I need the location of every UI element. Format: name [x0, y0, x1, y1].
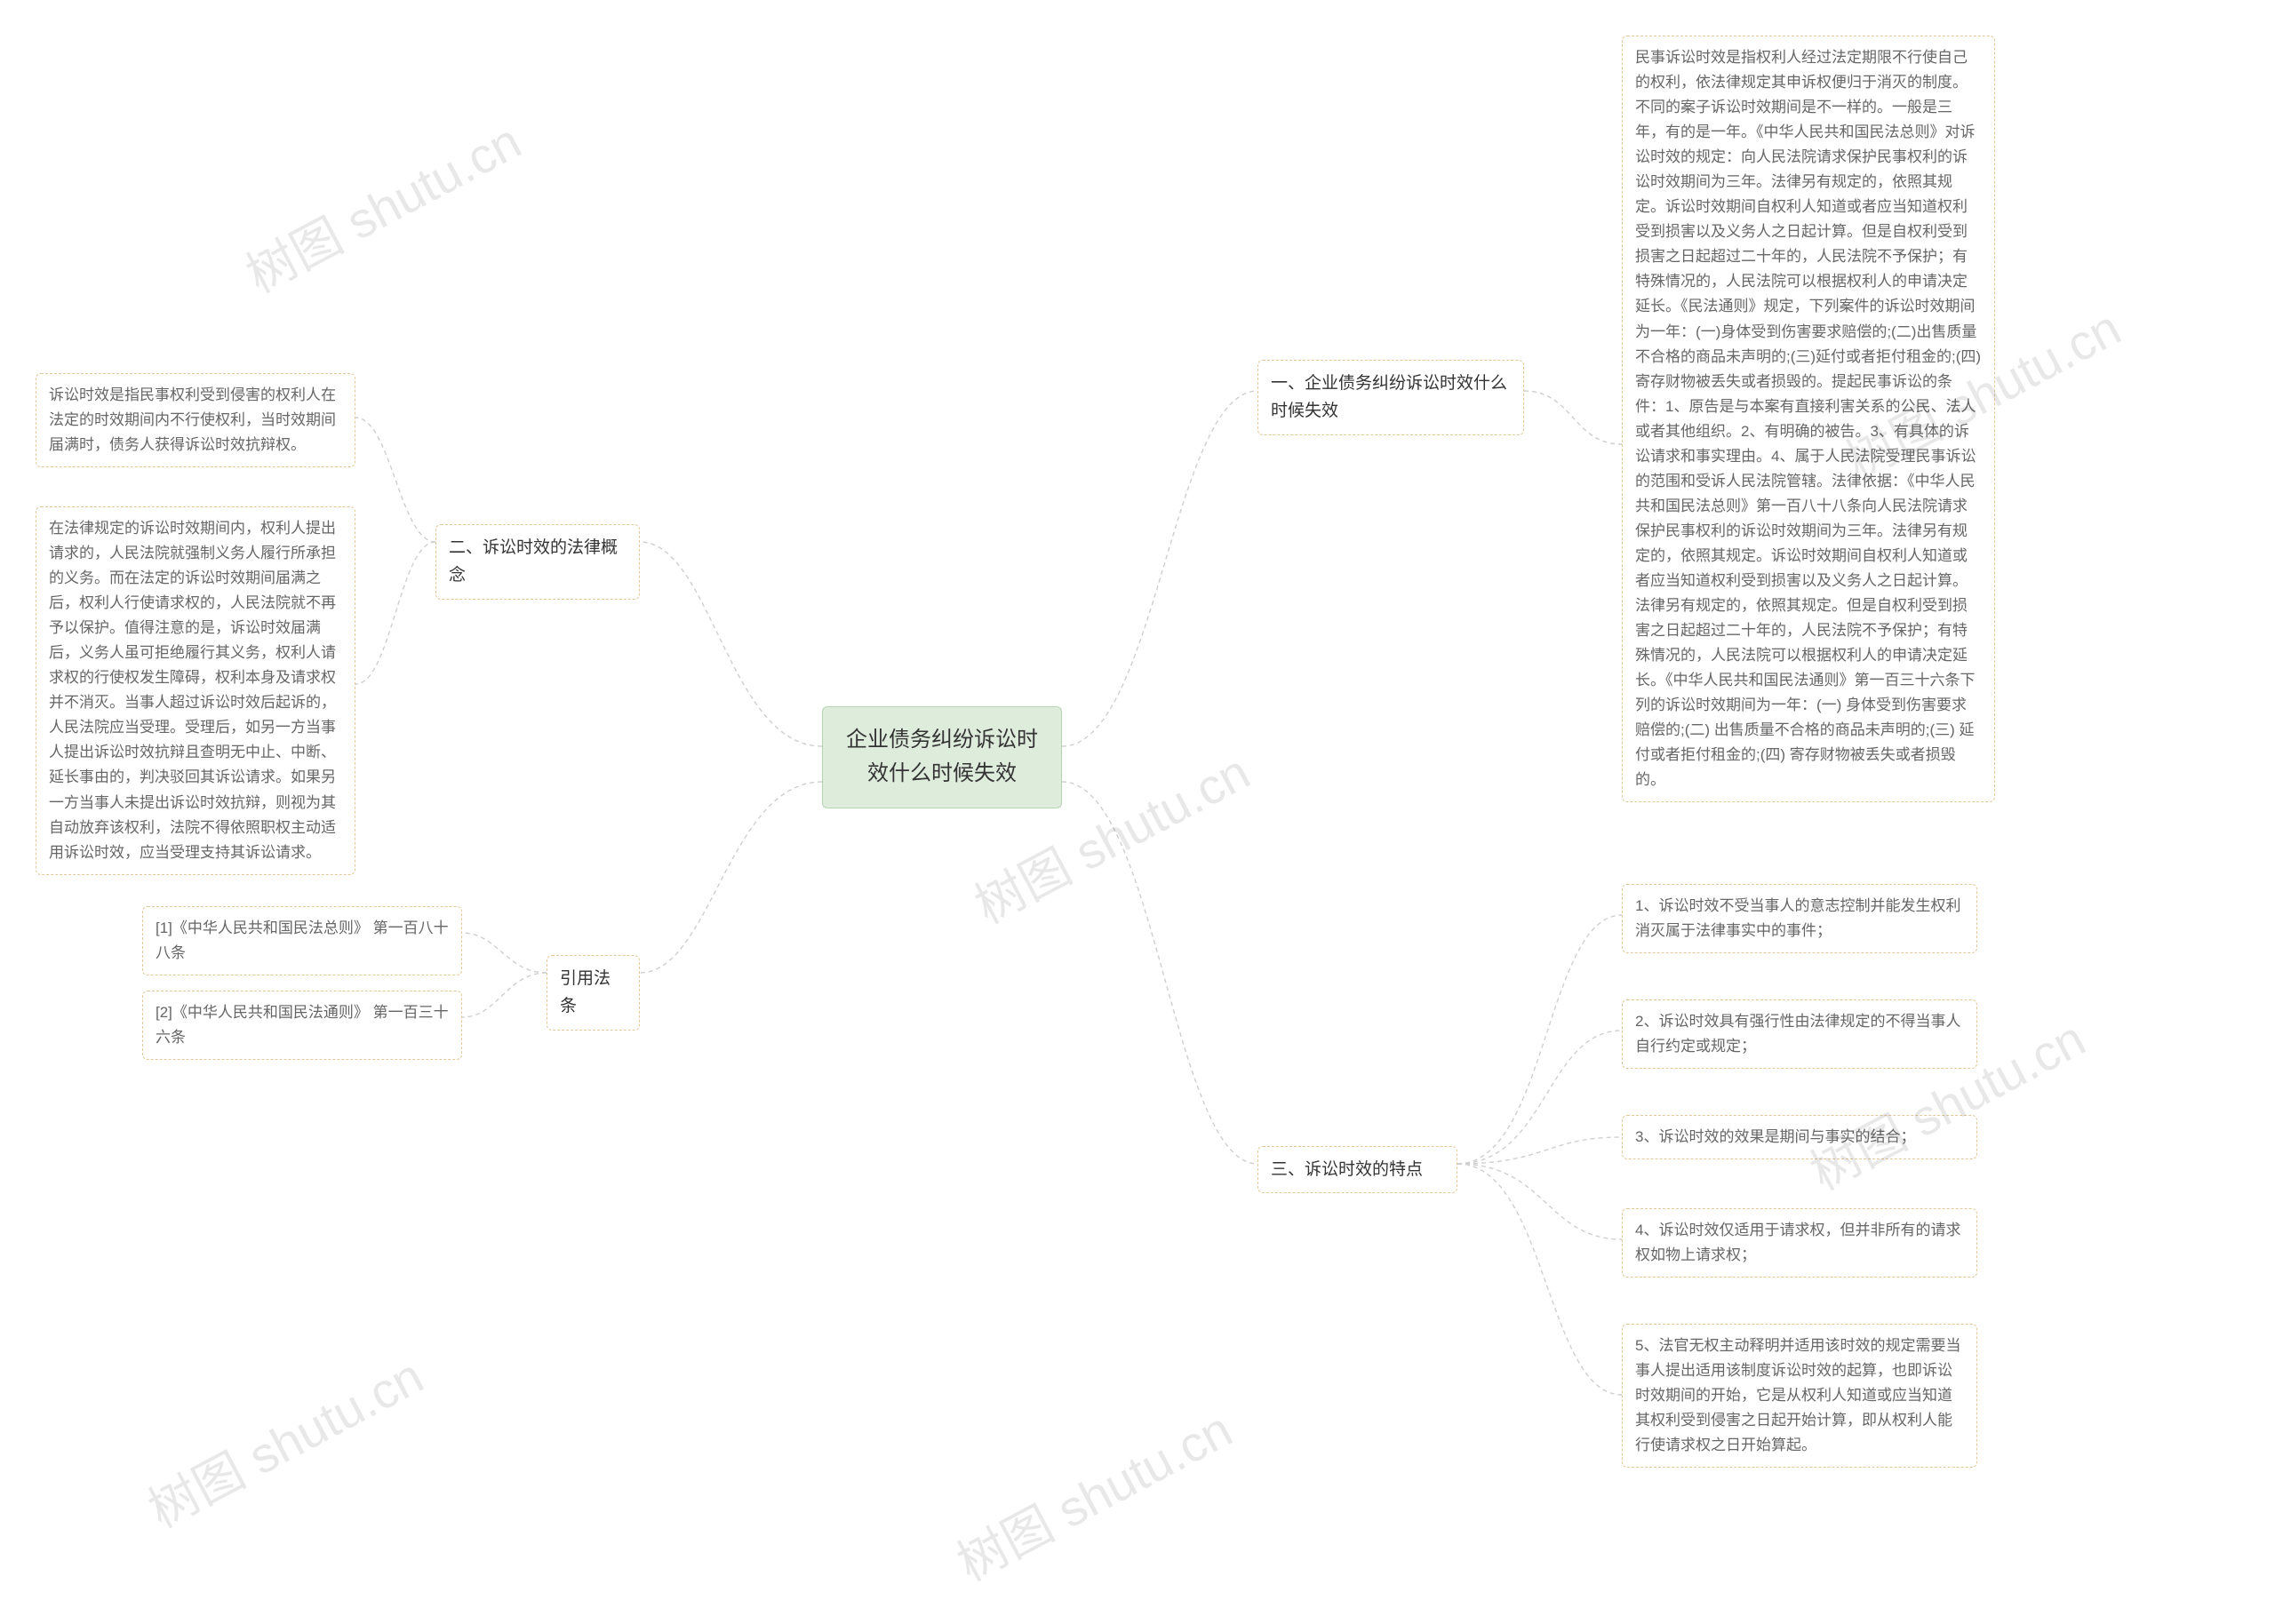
watermark: 树图 shutu.cn [232, 102, 532, 307]
branch-3-label: 三、诉讼时效的特点 [1271, 1160, 1423, 1179]
leaf-2b[interactable]: 在法律规定的诉讼时效期间内，权利人提出请求的，人民法院就强制义务人履行所承担的义… [36, 506, 355, 875]
leaf-4a[interactable]: [1]《中华人民共和国民法总则》 第一百八十八条 [142, 906, 462, 975]
branch-4[interactable]: 引用法条 [547, 955, 640, 1031]
leaf-3c[interactable]: 3、诉讼时效的效果是期间与事实的结合； [1622, 1115, 1977, 1159]
center-node[interactable]: 企业债务纠纷诉讼时效什么时候失效 [822, 706, 1062, 808]
leaf-3a[interactable]: 1、诉讼时效不受当事人的意志控制并能发生权利消灭属于法律事实中的事件； [1622, 884, 1977, 953]
leaf-3b-text: 2、诉讼时效具有强行性由法律规定的不得当事人自行约定或规定； [1635, 1013, 1960, 1055]
watermark: 树图 shutu.cn [943, 1390, 1243, 1596]
leaf-4a-text: [1]《中华人民共和国民法总则》 第一百八十八条 [156, 919, 449, 961]
branch-2[interactable]: 二、诉讼时效的法律概念 [435, 524, 640, 600]
leaf-4b[interactable]: [2]《中华人民共和国民法通则》 第一百三十六条 [142, 991, 462, 1060]
branch-2-label: 二、诉讼时效的法律概念 [449, 538, 618, 585]
leaf-4b-text: [2]《中华人民共和国民法通则》 第一百三十六条 [156, 1004, 449, 1046]
leaf-3e-text: 5、法官无权主动释明并适用该时效的规定需要当事人提出适用该制度诉讼时效的起算，也… [1635, 1337, 1960, 1453]
leaf-2a-text: 诉讼时效是指民事权利受到侵害的权利人在法定的时效期间内不行使权利，当时效期间届满… [49, 386, 336, 453]
branch-3[interactable]: 三、诉讼时效的特点 [1257, 1146, 1457, 1193]
watermark: 树图 shutu.cn [134, 1337, 435, 1542]
leaf-3d[interactable]: 4、诉讼时效仅适用于请求权，但并非所有的请求权如物上请求权； [1622, 1208, 1977, 1278]
leaf-2b-text: 在法律规定的诉讼时效期间内，权利人提出请求的，人民法院就强制义务人履行所承担的义… [49, 520, 336, 861]
branch-1-label: 一、企业债务纠纷诉讼时效什么时候失效 [1271, 374, 1507, 420]
leaf-3d-text: 4、诉讼时效仅适用于请求权，但并非所有的请求权如物上请求权； [1635, 1222, 1960, 1263]
branch-1[interactable]: 一、企业债务纠纷诉讼时效什么时候失效 [1257, 360, 1524, 435]
leaf-3c-text: 3、诉讼时效的效果是期间与事实的结合； [1635, 1128, 1915, 1145]
center-label: 企业债务纠纷诉讼时效什么时候失效 [846, 728, 1038, 785]
branch-4-label: 引用法条 [560, 969, 611, 1015]
leaf-3b[interactable]: 2、诉讼时效具有强行性由法律规定的不得当事人自行约定或规定； [1622, 999, 1977, 1069]
leaf-3e[interactable]: 5、法官无权主动释明并适用该时效的规定需要当事人提出适用该制度诉讼时效的起算，也… [1622, 1324, 1977, 1468]
leaf-2a[interactable]: 诉讼时效是指民事权利受到侵害的权利人在法定的时效期间内不行使权利，当时效期间届满… [36, 373, 355, 467]
leaf-1a[interactable]: 民事诉讼时效是指权利人经过法定期限不行使自己的权利，依法律规定其申诉权便归于消灭… [1622, 36, 1995, 802]
leaf-3a-text: 1、诉讼时效不受当事人的意志控制并能发生权利消灭属于法律事实中的事件； [1635, 897, 1960, 939]
leaf-1a-text: 民事诉讼时效是指权利人经过法定期限不行使自己的权利，依法律规定其申诉权便归于消灭… [1635, 49, 1981, 788]
